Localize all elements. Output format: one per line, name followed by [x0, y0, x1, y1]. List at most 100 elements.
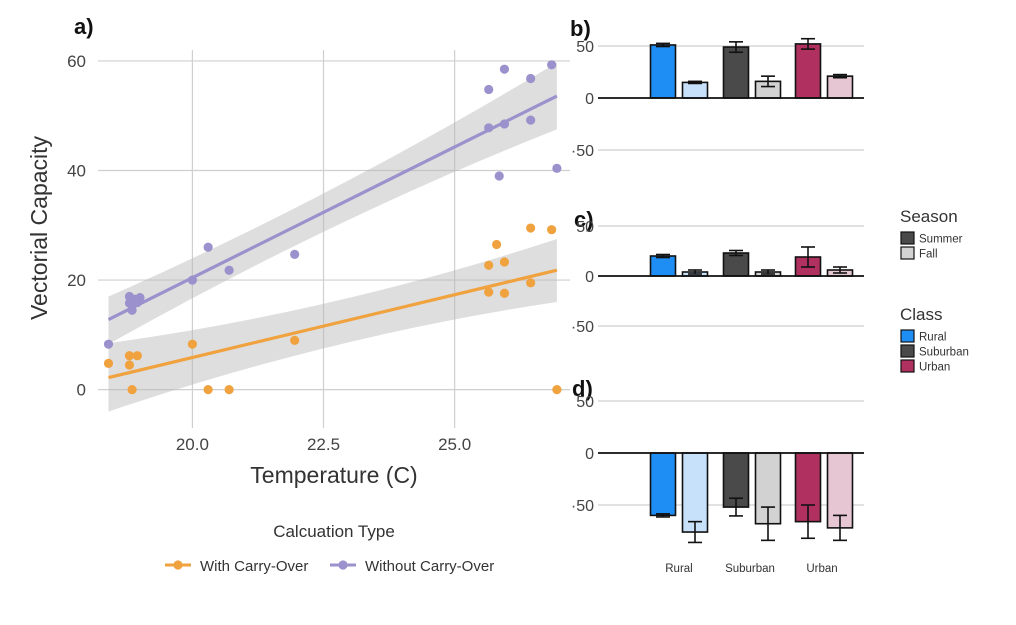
- data-point: [290, 249, 300, 259]
- bar-suburban-summer: [722, 46, 750, 99]
- season-swatch-fall: [900, 246, 915, 260]
- data-point: [547, 225, 557, 235]
- x-axis-title: Temperature (C): [250, 462, 417, 488]
- data-point: [552, 163, 562, 173]
- data-point: [484, 123, 494, 133]
- data-point: [552, 385, 562, 395]
- bar-rural-fall: [681, 452, 709, 533]
- class-swatch-urban: [900, 359, 915, 373]
- panel-a-legend: With Carry-Over Without Carry-Over: [165, 558, 494, 575]
- data-point: [127, 385, 137, 395]
- confidence-band-1: [108, 62, 557, 345]
- panel-a-points: [103, 60, 562, 395]
- legend-point-1: [338, 560, 348, 570]
- bar-y-tick-label: 0: [585, 446, 594, 463]
- x-tick-label: 20.0: [176, 435, 209, 454]
- panel-a-scatter: a) 0 20 40 60 20.0 22.5 25.0 Temperature (C) V…: [26, 14, 570, 575]
- data-point: [499, 64, 510, 74]
- data-point: [203, 242, 213, 252]
- data-point: [103, 358, 114, 368]
- y-tick-label: 0: [77, 381, 86, 400]
- panel-c-label: c): [574, 207, 594, 232]
- season-legend-title: Season: [900, 207, 958, 226]
- season-swatch-summer: [900, 231, 915, 245]
- bar-y-tick-label: 50: [576, 39, 594, 56]
- bar-rural-fall: [681, 81, 709, 99]
- category-label: Suburban: [725, 563, 775, 575]
- bar-urban-summer: [794, 43, 822, 99]
- x-tick-label: 22.5: [307, 435, 340, 454]
- data-point: [290, 335, 300, 345]
- data-point: [187, 275, 197, 285]
- panel-b-label: b): [570, 16, 591, 41]
- bar-urban-fall: [826, 75, 854, 99]
- class-swatch-suburban: [900, 344, 915, 358]
- data-point: [484, 84, 494, 95]
- data-point: [499, 288, 510, 298]
- bar-rural-summer: [649, 44, 677, 99]
- y-axis-title: Vectorial Capacity: [26, 135, 52, 320]
- panel-d-bars: d) 50 0 ·50 Rural Suburban Urban: [571, 376, 864, 575]
- data-point: [526, 73, 536, 84]
- data-point: [526, 223, 536, 233]
- class-legend: Class Rural Suburban Urban: [900, 305, 969, 374]
- data-point: [187, 339, 197, 349]
- panel-a-tick-labels: 0 20 40 60 20.0 22.5 25.0: [67, 52, 471, 454]
- data-point: [127, 305, 137, 315]
- y-tick-label: 60: [67, 52, 86, 71]
- class-label-suburban: Suburban: [919, 347, 969, 359]
- data-point: [124, 351, 135, 361]
- season-label-fall: Fall: [919, 249, 938, 261]
- category-label: Urban: [806, 563, 837, 575]
- class-label-rural: Rural: [919, 332, 946, 344]
- class-legend-title: Class: [900, 305, 943, 324]
- bar-y-tick-label: 0: [585, 91, 594, 108]
- fit-line-0: [108, 268, 558, 380]
- data-point: [224, 385, 234, 395]
- data-point: [132, 351, 142, 361]
- panel-b-bars: b) 50 0 ·50: [570, 16, 864, 160]
- bar-y-tick-label: ·50: [571, 319, 594, 336]
- data-point: [494, 171, 504, 181]
- bar-y-tick-label: 0: [585, 269, 594, 286]
- legend-label-1: Without Carry-Over: [365, 558, 494, 575]
- data-point: [224, 265, 234, 275]
- panel-a-label: a): [74, 14, 94, 39]
- data-point: [499, 119, 510, 129]
- y-tick-label: 40: [67, 162, 86, 181]
- season-legend: Season Summer Fall: [900, 207, 963, 261]
- legend-point-0: [173, 560, 183, 570]
- bar-rural-summer: [649, 452, 677, 517]
- data-point: [547, 60, 557, 70]
- data-point: [526, 278, 536, 288]
- season-label-summer: Summer: [919, 234, 963, 246]
- data-point: [499, 257, 510, 267]
- data-point: [203, 385, 213, 395]
- panel-a-fit-lines: [107, 94, 558, 380]
- data-point: [526, 115, 536, 125]
- bar-y-tick-label: 50: [576, 219, 594, 236]
- legend-label-0: With Carry-Over: [200, 558, 308, 575]
- bar-y-tick-label: 50: [576, 394, 594, 411]
- y-tick-label: 20: [67, 271, 86, 290]
- bar-rural-summer: [649, 255, 677, 277]
- panel-a-confidence-bands: [108, 62, 557, 412]
- data-point: [132, 297, 142, 308]
- bar-y-tick-label: ·50: [571, 498, 594, 515]
- class-label-urban: Urban: [919, 362, 950, 374]
- panel-d-label: d): [572, 376, 593, 401]
- class-swatch-rural: [900, 329, 915, 343]
- panel-a-legend-title: Calcuation Type: [273, 522, 395, 541]
- data-point: [491, 239, 502, 250]
- fit-line-1: [107, 94, 558, 321]
- data-point: [484, 260, 494, 270]
- panel-c-bars: c) 50 0 ·50: [571, 207, 864, 336]
- category-label: Rural: [665, 563, 692, 575]
- bar-y-tick-label: ·50: [571, 143, 594, 160]
- data-point: [484, 287, 494, 297]
- panel-a-grid: [98, 50, 570, 428]
- data-point: [124, 360, 135, 370]
- bar-suburban-summer: [722, 252, 750, 277]
- x-tick-label: 25.0: [438, 435, 471, 454]
